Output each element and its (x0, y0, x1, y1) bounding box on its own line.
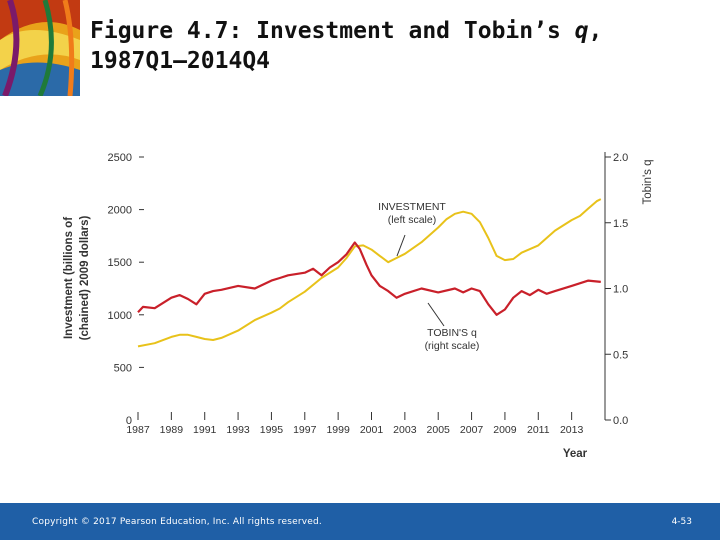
left-axis-title-line1: Investment (billions of (63, 217, 75, 339)
x-tick-label: 2005 (427, 424, 451, 436)
right-tick-label: 1.5 (613, 218, 628, 230)
right-tick-label: 2.0 (613, 152, 628, 164)
right-tick-label: 1.0 (613, 284, 628, 296)
left-tick-label: 1500 (108, 257, 132, 269)
x-tick-label: 1993 (226, 424, 250, 436)
left-axis-title-line2: (chained) 2009 dollars) (79, 216, 91, 341)
x-axis-title: Year (563, 448, 588, 460)
tobin-annotation-line1: TOBIN'S q (427, 327, 477, 339)
footer-bar: Copyright © 2017 Pearson Education, Inc.… (0, 503, 720, 540)
page-number: 4-53 (671, 517, 692, 527)
x-tick-label: 1995 (260, 424, 284, 436)
x-tick-label: 1987 (126, 424, 150, 436)
x-tick-label: 2003 (393, 424, 417, 436)
x-tick-label: 1989 (160, 424, 184, 436)
x-tick-label: 1991 (193, 424, 217, 436)
left-tick-label: 500 (114, 362, 132, 374)
right-tick-label: 0.0 (613, 415, 628, 427)
right-axis-title: Tobin's q (642, 159, 654, 204)
title-q: q (574, 18, 589, 44)
x-tick-label: 2007 (460, 424, 484, 436)
x-tick-label: 2009 (493, 424, 517, 436)
decorative-logo-image (0, 0, 80, 96)
tobin-annotation-leader (427, 302, 445, 327)
title-prefix: Figure 4.7: Investment and Tobin’s (90, 18, 575, 44)
x-tick-label: 1999 (326, 424, 350, 436)
x-tick-label: 2001 (360, 424, 384, 436)
x-tick-label: 2013 (560, 424, 584, 436)
title-line2: 1987Q1–2014Q4 (90, 48, 271, 74)
slide-title: Figure 4.7: Investment and Tobin’s q, 19… (90, 16, 700, 76)
left-tick-label: 0 (126, 415, 132, 427)
x-tick-label: 2011 (527, 424, 550, 436)
investment-annotation-line1: INVESTMENT (378, 201, 446, 213)
tobin-annotation-line2: (right scale) (425, 340, 480, 352)
left-tick-label: 2000 (108, 205, 132, 217)
investment-tobin-chart: 2500 2000 1500 1000 500 0 2.0 1.5 1.0 0.5 0.0 1987 1… (63, 152, 654, 460)
x-tick-label: 1997 (293, 424, 317, 436)
title-suffix: , (588, 18, 603, 44)
left-tick-label: 1000 (108, 310, 132, 322)
investment-annotation-line2: (left scale) (388, 214, 436, 226)
investment-series-line (137, 198, 602, 348)
tobin-q-series-line (137, 241, 601, 316)
right-tick-label: 0.5 (613, 349, 628, 361)
left-tick-label: 2500 (108, 152, 132, 164)
investment-annotation-leader (396, 234, 406, 257)
copyright-text: Copyright © 2017 Pearson Education, Inc.… (32, 517, 322, 527)
